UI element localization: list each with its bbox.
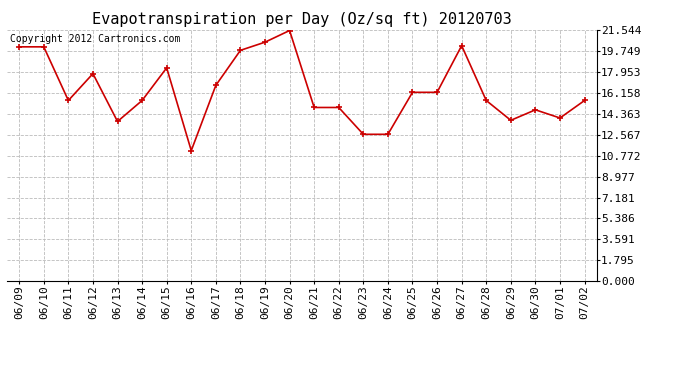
Text: Copyright 2012 Cartronics.com: Copyright 2012 Cartronics.com [10, 34, 180, 44]
Title: Evapotranspiration per Day (Oz/sq ft) 20120703: Evapotranspiration per Day (Oz/sq ft) 20… [92, 12, 512, 27]
